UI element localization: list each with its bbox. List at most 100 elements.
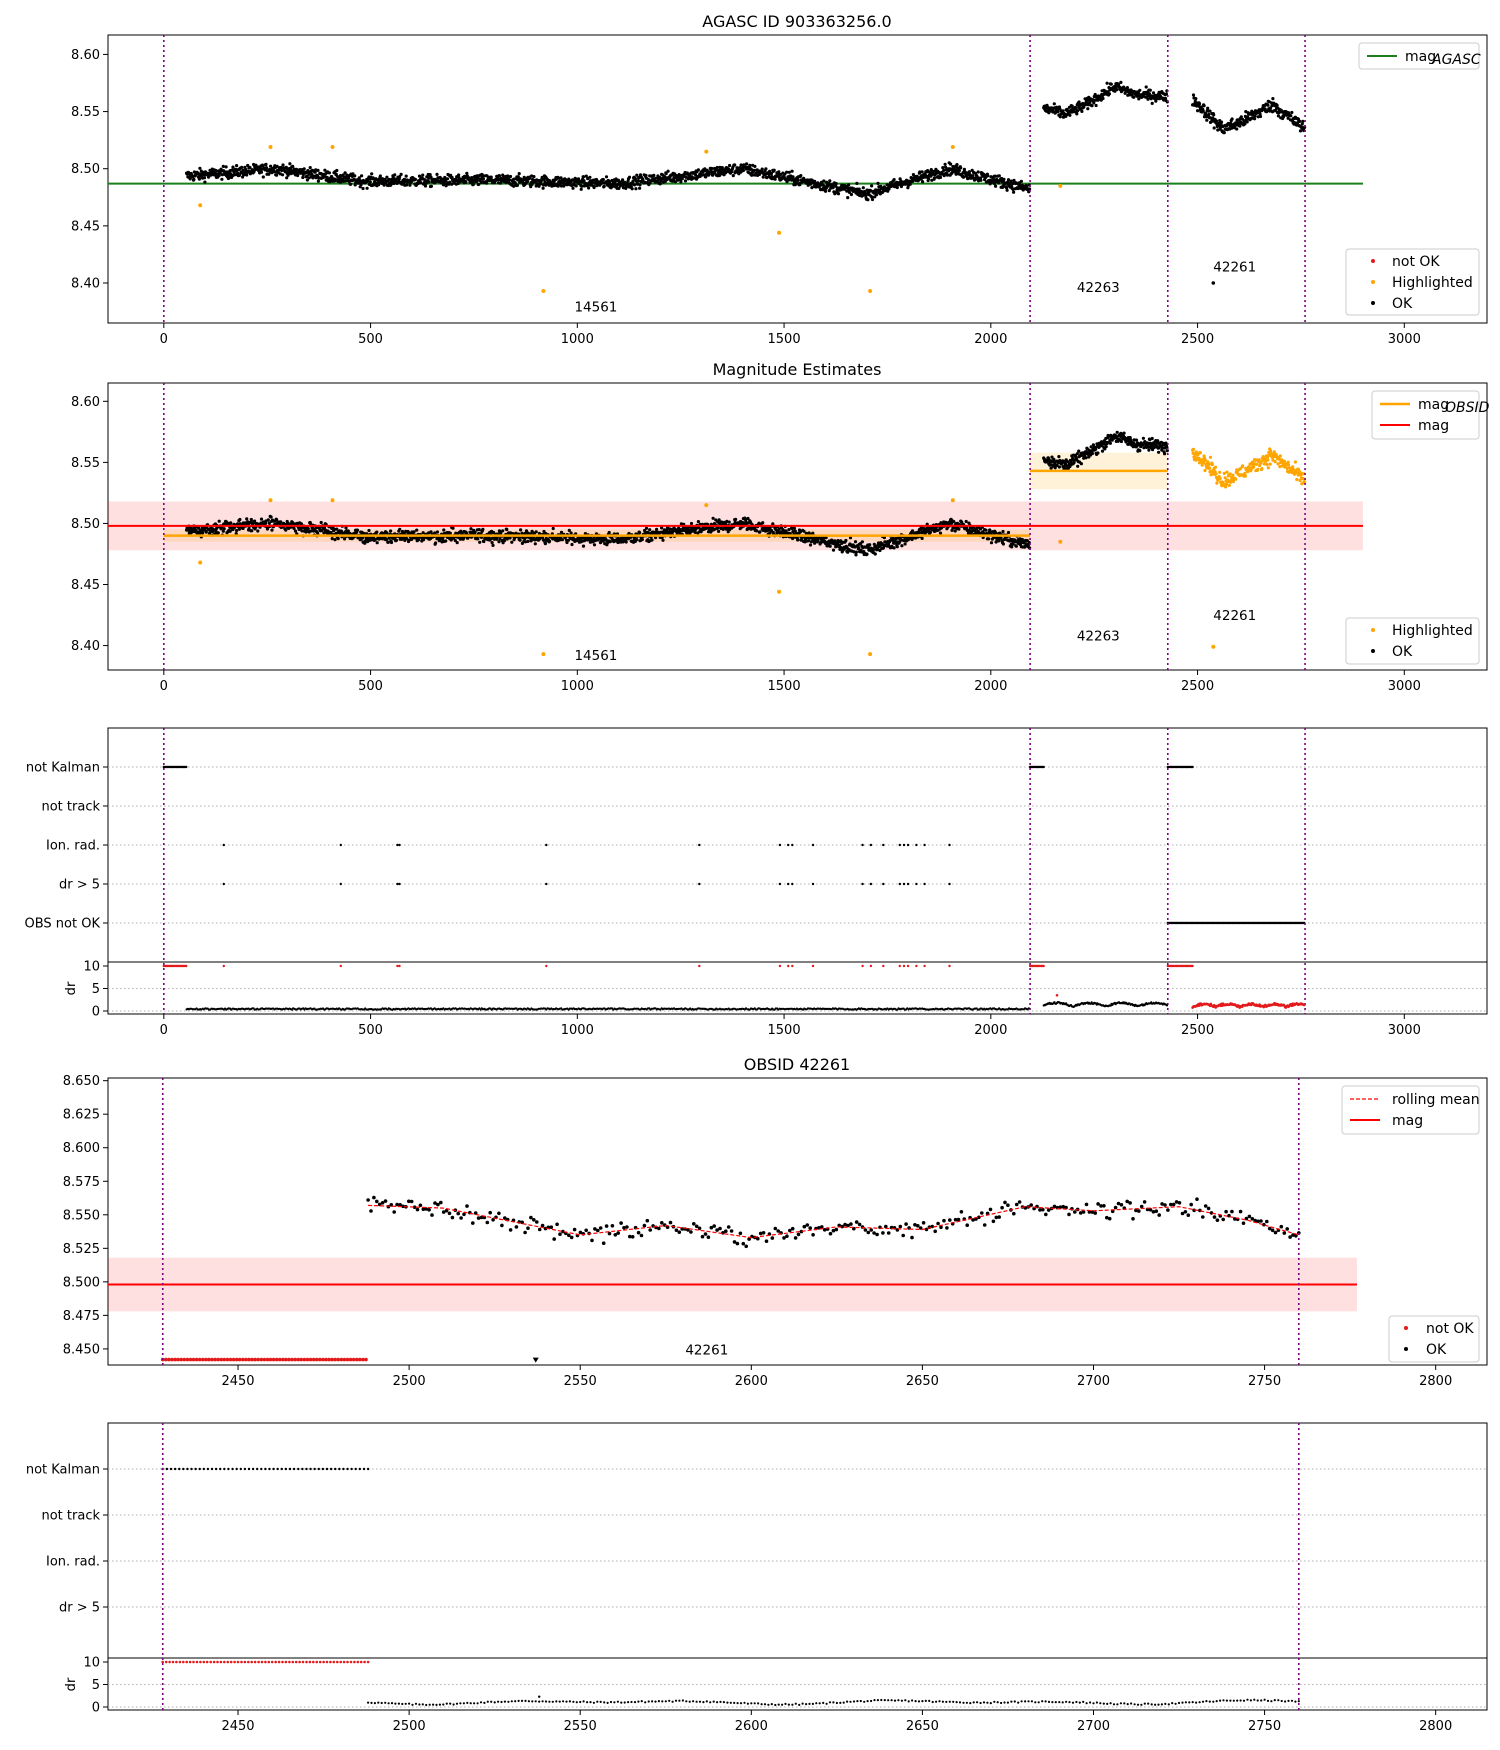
- highlighted-point: [1295, 477, 1299, 482]
- ok-point: [405, 537, 409, 541]
- ok-point: [1271, 97, 1275, 101]
- ok-point: [495, 537, 499, 541]
- ok-point: [249, 517, 253, 522]
- flag-point: [882, 843, 885, 847]
- highlighted-point: [1261, 455, 1265, 459]
- ok-point: [378, 174, 382, 178]
- ok-point: [854, 553, 858, 557]
- ok-point: [861, 186, 865, 190]
- ok-point: [1125, 86, 1129, 90]
- ok-point: [450, 175, 454, 180]
- ok-point: [795, 531, 799, 536]
- obs-label: 42261: [1213, 608, 1256, 624]
- ok-point: [214, 529, 218, 534]
- ok-point: [714, 518, 718, 522]
- ok-point: [1055, 463, 1059, 468]
- ok-point: [541, 186, 545, 190]
- highlighted-point: [1266, 458, 1270, 462]
- ok-point: [310, 172, 314, 176]
- ok-point: [1091, 443, 1095, 447]
- ok-point: [427, 180, 431, 184]
- ok-point: [853, 540, 858, 544]
- ok-point: [928, 170, 933, 174]
- ok-point: [795, 181, 799, 185]
- ok-point: [807, 539, 811, 543]
- ok-point: [808, 543, 813, 547]
- ok-point: [245, 173, 249, 177]
- ok-point: [433, 531, 437, 535]
- ok-point: [601, 177, 605, 182]
- ok-point: [229, 521, 233, 525]
- ok-point: [652, 173, 656, 177]
- ok-point: [1243, 122, 1247, 126]
- ok-point: [475, 178, 479, 182]
- y-tick-label: 8.55: [71, 105, 100, 120]
- ok-point: [932, 176, 937, 180]
- ok-point: [967, 170, 972, 174]
- ok-point: [367, 528, 371, 533]
- ok-point: [828, 179, 832, 183]
- ok-point: [285, 176, 289, 180]
- ok-point: [1300, 122, 1304, 126]
- ok-point: [1156, 439, 1160, 443]
- ok-point: [188, 177, 192, 181]
- highlighted-point: [541, 289, 546, 293]
- ok-point: [491, 543, 495, 548]
- highlighted-point: [1234, 477, 1238, 481]
- y-tick-label: 8.55: [71, 456, 100, 471]
- ok-point: [235, 164, 239, 168]
- x-tick-label: 1000: [561, 332, 594, 347]
- highlighted-point: [1058, 539, 1063, 544]
- ok-point: [730, 170, 734, 174]
- ok-point: [993, 174, 997, 178]
- ok-point: [1276, 114, 1280, 118]
- legend-subscript: AGASC: [1431, 52, 1481, 68]
- ok-point: [477, 528, 481, 532]
- highlighted-point: [1224, 485, 1228, 489]
- flag-point: [222, 882, 225, 886]
- ok-point: [761, 175, 765, 179]
- ok-point: [881, 546, 886, 550]
- ok-point: [417, 538, 421, 542]
- ok-point: [661, 538, 665, 542]
- ok-point: [636, 179, 640, 183]
- ok-point: [419, 181, 423, 185]
- axes-frame: [107, 34, 1488, 324]
- ok-point: [250, 529, 254, 533]
- highlighted-point: [1193, 452, 1197, 456]
- ok-point: [1096, 451, 1100, 455]
- ok-point: [1148, 88, 1152, 92]
- ok-point: [505, 527, 509, 532]
- highlighted-point: [1207, 462, 1211, 467]
- ok-point: [248, 520, 252, 525]
- highlighted-point: [1223, 476, 1227, 480]
- ok-point: [1211, 281, 1216, 285]
- ok-point: [1151, 91, 1156, 95]
- ok-point: [491, 530, 496, 535]
- ok-point: [855, 181, 859, 185]
- ok-point: [644, 526, 649, 530]
- legend-label: mag: [1418, 397, 1449, 413]
- ok-point: [473, 530, 477, 534]
- ok-point: [648, 528, 652, 532]
- legend-label: not OK: [1392, 254, 1440, 270]
- ok-point: [744, 520, 748, 524]
- ok-point: [1205, 118, 1209, 122]
- ok-point: [584, 174, 588, 178]
- ok-point: [1090, 451, 1094, 456]
- highlighted-point: [704, 503, 709, 508]
- ok-point: [581, 544, 586, 548]
- ok-point: [1115, 88, 1119, 92]
- ok-point: [1009, 179, 1013, 183]
- ok-point: [943, 162, 947, 166]
- ok-point: [264, 162, 268, 166]
- x-tick-label: 0: [160, 332, 168, 347]
- ok-point: [1253, 117, 1257, 121]
- ok-point: [999, 536, 1003, 540]
- ok-point: [197, 177, 201, 181]
- flag-point: [396, 843, 399, 847]
- ok-point: [521, 178, 525, 182]
- ok-point: [976, 170, 980, 174]
- ok-point: [1253, 114, 1257, 118]
